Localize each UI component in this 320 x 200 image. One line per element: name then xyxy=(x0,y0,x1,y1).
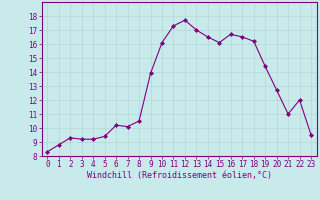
X-axis label: Windchill (Refroidissement éolien,°C): Windchill (Refroidissement éolien,°C) xyxy=(87,171,272,180)
